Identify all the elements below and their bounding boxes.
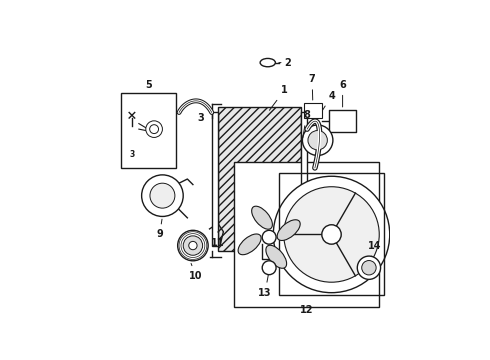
Text: 3: 3 [198, 113, 205, 123]
Circle shape [362, 261, 376, 275]
Circle shape [189, 242, 197, 250]
Bar [212, 112, 218, 246]
Bar [301, 112, 307, 246]
Bar [329, 110, 356, 132]
Ellipse shape [277, 220, 300, 240]
Text: 4: 4 [319, 91, 335, 116]
Text: 8: 8 [303, 110, 310, 138]
Text: 2: 2 [279, 58, 291, 68]
Text: 10: 10 [189, 264, 202, 281]
Text: 13: 13 [258, 273, 272, 298]
Circle shape [150, 183, 175, 208]
Circle shape [357, 256, 381, 279]
Circle shape [284, 187, 379, 282]
Text: 1: 1 [270, 85, 288, 110]
Circle shape [183, 236, 203, 255]
Ellipse shape [238, 234, 261, 255]
Text: 14: 14 [368, 240, 381, 256]
Text: 11: 11 [211, 232, 224, 248]
Ellipse shape [266, 245, 287, 268]
Text: 6: 6 [339, 80, 346, 107]
Bar [235, 162, 379, 307]
Circle shape [178, 230, 208, 261]
Text: 7: 7 [309, 74, 316, 100]
Circle shape [262, 261, 276, 275]
Circle shape [146, 121, 162, 138]
Text: 3: 3 [129, 149, 135, 158]
Circle shape [302, 125, 333, 156]
Bar [121, 93, 176, 168]
Text: 12: 12 [300, 305, 313, 315]
Bar [218, 107, 301, 251]
Bar [304, 103, 322, 118]
Circle shape [308, 131, 327, 150]
Text: 9: 9 [156, 219, 163, 239]
Circle shape [273, 176, 390, 293]
Bar [279, 174, 384, 296]
Circle shape [322, 225, 341, 244]
Ellipse shape [260, 58, 275, 67]
Circle shape [149, 125, 159, 134]
Ellipse shape [252, 206, 272, 229]
Circle shape [142, 175, 183, 216]
Circle shape [262, 230, 276, 244]
Text: 5: 5 [145, 80, 152, 90]
